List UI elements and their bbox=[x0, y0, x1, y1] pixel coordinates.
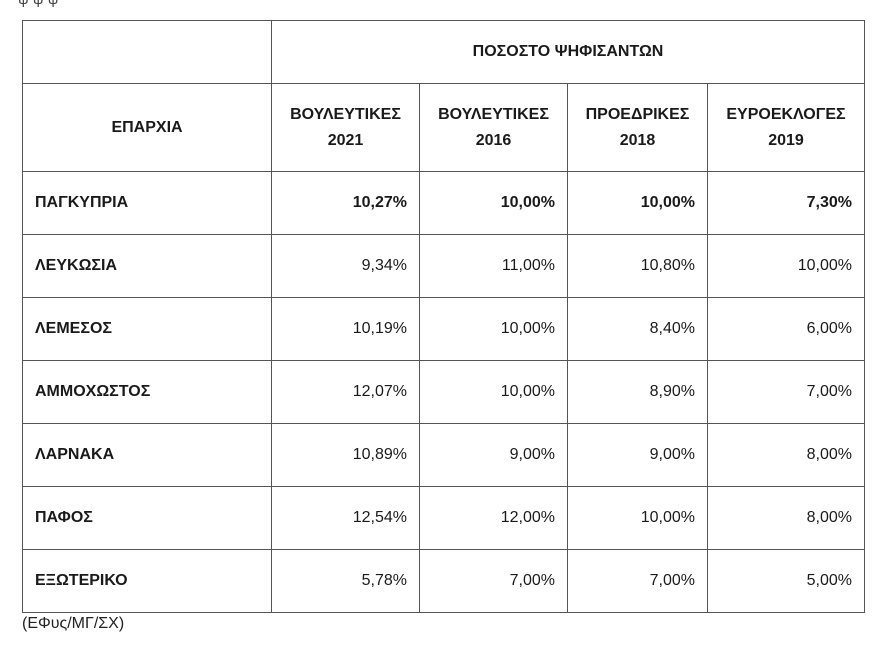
source-credit: (ΕΦυς/ΜΓ/ΣΧ) bbox=[22, 615, 125, 632]
table-row: ΛΕΥΚΩΣΙΑ 9,34% 11,00% 10,80% 10,00% bbox=[22, 234, 865, 298]
column-header-line1: ΠΡΟΕΔΡΙΚΕΣ bbox=[585, 105, 690, 123]
turnout-table: ΠΟΣΟΣΤΟ ΨΗΦΙΣΑΝΤΩΝ ΕΠΑΡΧΙΑ ΒΟΥΛΕΥΤΙΚΕΣ 2… bbox=[22, 20, 865, 613]
column-header: ΒΟΥΛΕΥΤΙΚΕΣ 2021 bbox=[271, 83, 420, 172]
value-cell: 10,19% bbox=[271, 297, 420, 361]
value-cell: 9,00% bbox=[567, 423, 708, 487]
region-header: ΕΠΑΡΧΙΑ bbox=[22, 83, 272, 172]
value-cell: 12,00% bbox=[419, 486, 568, 550]
value-cell: 8,00% bbox=[707, 486, 865, 550]
value-cell: 7,00% bbox=[419, 549, 568, 613]
column-header-line1: ΒΟΥΛΕΥΤΙΚΕΣ bbox=[438, 105, 549, 123]
value-cell: 10,00% bbox=[567, 171, 708, 235]
column-header: ΕΥΡΟΕΚΛΟΓΕΣ 2019 bbox=[707, 83, 865, 172]
value-cell: 6,00% bbox=[707, 297, 865, 361]
value-cell: 7,00% bbox=[567, 549, 708, 613]
table-row: ΑΜΜΟΧΩΣΤΟΣ 12,07% 10,00% 8,90% 7,00% bbox=[22, 360, 865, 424]
table-row: ΛΑΡΝΑΚΑ 10,89% 9,00% 9,00% 8,00% bbox=[22, 423, 865, 487]
header-row-group: ΠΟΣΟΣΤΟ ΨΗΦΙΣΑΝΤΩΝ bbox=[22, 20, 865, 84]
value-cell: 10,89% bbox=[271, 423, 420, 487]
column-header-line2: 2016 bbox=[475, 131, 512, 149]
region-cell: ΛΑΡΝΑΚΑ bbox=[22, 423, 272, 487]
value-cell: 9,00% bbox=[419, 423, 568, 487]
value-cell: 8,00% bbox=[707, 423, 865, 487]
value-cell: 10,00% bbox=[419, 297, 568, 361]
region-cell: ΛΕΥΚΩΣΙΑ bbox=[22, 234, 272, 298]
region-cell: ΠΑΦΟΣ bbox=[22, 486, 272, 550]
column-header-line2: 2018 bbox=[619, 131, 656, 149]
value-cell: 8,90% bbox=[567, 360, 708, 424]
region-cell: ΑΜΜΟΧΩΣΤΟΣ bbox=[22, 360, 272, 424]
region-cell: ΕΞΩΤΕΡΙΚΟ bbox=[22, 549, 272, 613]
column-header-line1: ΒΟΥΛΕΥΤΙΚΕΣ bbox=[290, 105, 401, 123]
table-row: ΠΑΓΚΥΠΡΙΑ 10,27% 10,00% 10,00% 7,30% bbox=[22, 171, 865, 235]
region-cell: ΠΑΓΚΥΠΡΙΑ bbox=[22, 171, 272, 235]
header-row-columns: ΕΠΑΡΧΙΑ ΒΟΥΛΕΥΤΙΚΕΣ 2021 ΒΟΥΛΕΥΤΙΚΕΣ 201… bbox=[22, 83, 865, 172]
column-header-line2: 2019 bbox=[768, 131, 804, 149]
value-cell: 10,00% bbox=[419, 171, 568, 235]
value-cell: 10,00% bbox=[567, 486, 708, 550]
column-header: ΒΟΥΛΕΥΤΙΚΕΣ 2016 bbox=[419, 83, 568, 172]
value-cell: 5,00% bbox=[707, 549, 865, 613]
value-cell: 12,07% bbox=[271, 360, 420, 424]
value-cell: 10,00% bbox=[707, 234, 865, 298]
region-cell: ΛΕΜΕΣΟΣ bbox=[22, 297, 272, 361]
column-header: ΠΡΟΕΔΡΙΚΕΣ 2018 bbox=[567, 83, 708, 172]
value-cell: 9,34% bbox=[271, 234, 420, 298]
table-row: ΛΕΜΕΣΟΣ 10,19% 10,00% 8,40% 6,00% bbox=[22, 297, 865, 361]
value-cell: 8,40% bbox=[567, 297, 708, 361]
value-cell: 7,00% bbox=[707, 360, 865, 424]
value-cell: 10,00% bbox=[419, 360, 568, 424]
value-cell: 11,00% bbox=[419, 234, 568, 298]
value-cell: 10,27% bbox=[271, 171, 420, 235]
table-row: ΠΑΦΟΣ 12,54% 12,00% 10,00% 8,00% bbox=[22, 486, 865, 550]
group-header: ΠΟΣΟΣΤΟ ΨΗΦΙΣΑΝΤΩΝ bbox=[271, 20, 865, 84]
column-header-line2: 2021 bbox=[327, 131, 364, 149]
column-header-line1: ΕΥΡΟΕΚΛΟΓΕΣ bbox=[726, 105, 846, 123]
value-cell: 5,78% bbox=[271, 549, 420, 613]
empty-corner-cell bbox=[22, 20, 272, 84]
value-cell: 12,54% bbox=[271, 486, 420, 550]
value-cell: 10,80% bbox=[567, 234, 708, 298]
value-cell: 7,30% bbox=[707, 171, 865, 235]
table-row: ΕΞΩΤΕΡΙΚΟ 5,78% 7,00% 7,00% 5,00% bbox=[22, 549, 865, 613]
clipped-text-fragment: ψ ψ ψ bbox=[18, 0, 58, 8]
